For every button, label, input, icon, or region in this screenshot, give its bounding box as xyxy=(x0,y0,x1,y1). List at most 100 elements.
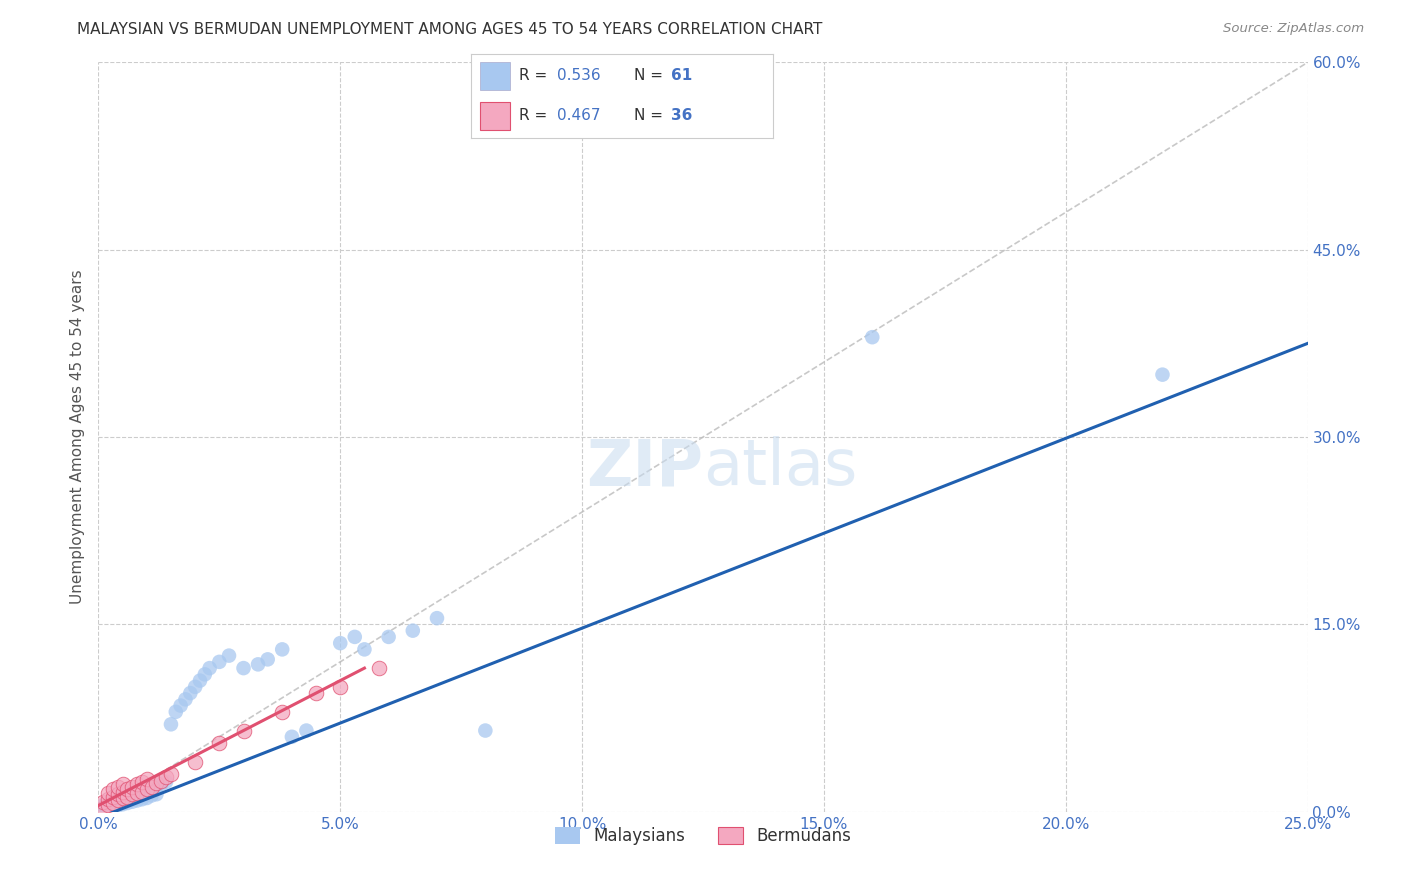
Bermudans xyxy=(117,789,139,804)
Malaysians xyxy=(91,802,114,816)
Bermudans xyxy=(271,705,294,719)
Malaysians xyxy=(145,787,167,801)
Malaysians xyxy=(135,785,157,799)
Bermudans xyxy=(131,774,153,789)
Text: Source: ZipAtlas.com: Source: ZipAtlas.com xyxy=(1223,22,1364,36)
Malaysians xyxy=(117,796,139,810)
Bermudans xyxy=(97,798,120,813)
Malaysians xyxy=(121,786,143,800)
Bermudans xyxy=(155,770,177,784)
Bermudans xyxy=(111,777,134,791)
Malaysians xyxy=(117,793,139,807)
Bermudans xyxy=(135,782,157,797)
Malaysians xyxy=(256,652,278,666)
Bermudans xyxy=(305,686,328,700)
Malaysians xyxy=(188,673,211,688)
Malaysians xyxy=(208,655,231,669)
Malaysians xyxy=(329,636,352,650)
Bermudans xyxy=(127,777,149,791)
Malaysians xyxy=(155,774,177,789)
Malaysians xyxy=(111,797,134,812)
Malaysians xyxy=(111,787,134,801)
Text: N =: N = xyxy=(634,108,668,123)
Malaysians xyxy=(111,795,134,809)
Bermudans xyxy=(111,785,134,799)
Y-axis label: Unemployment Among Ages 45 to 54 years: Unemployment Among Ages 45 to 54 years xyxy=(69,269,84,605)
Malaysians xyxy=(131,792,153,806)
Malaysians xyxy=(91,798,114,813)
Bermudans xyxy=(208,736,231,750)
Bermudans xyxy=(145,776,167,790)
Malaysians xyxy=(247,657,270,672)
Malaysians xyxy=(107,798,129,813)
Malaysians xyxy=(295,723,318,738)
Text: 0.536: 0.536 xyxy=(557,69,600,84)
Bermudans xyxy=(160,767,183,781)
Malaysians xyxy=(121,795,143,809)
Malaysians xyxy=(198,661,221,675)
Text: R =: R = xyxy=(519,69,553,84)
Malaysians xyxy=(117,789,139,803)
Bermudans xyxy=(111,791,134,805)
Malaysians xyxy=(194,667,217,681)
Bermudans xyxy=(131,785,153,799)
FancyBboxPatch shape xyxy=(479,62,510,90)
Malaysians xyxy=(127,789,149,804)
Bermudans xyxy=(232,723,254,738)
Bermudans xyxy=(127,786,149,800)
Bermudans xyxy=(91,795,114,809)
Malaysians xyxy=(97,801,120,815)
Malaysians xyxy=(107,796,129,810)
FancyBboxPatch shape xyxy=(479,102,510,130)
Bermudans xyxy=(135,772,157,787)
Malaysians xyxy=(127,793,149,807)
Malaysians xyxy=(343,630,366,644)
Bermudans xyxy=(91,801,114,815)
Bermudans xyxy=(97,786,120,800)
Bermudans xyxy=(117,782,139,797)
Malaysians xyxy=(97,795,120,809)
Bermudans xyxy=(107,793,129,807)
Malaysians xyxy=(1152,368,1174,382)
Malaysians xyxy=(107,792,129,806)
Text: ZIP: ZIP xyxy=(586,436,703,498)
Bermudans xyxy=(101,789,124,804)
Bermudans xyxy=(101,796,124,810)
Malaysians xyxy=(141,782,163,797)
Malaysians xyxy=(97,797,120,812)
Bermudans xyxy=(150,773,173,788)
Bermudans xyxy=(121,780,143,794)
Text: atlas: atlas xyxy=(703,436,858,498)
Malaysians xyxy=(145,780,167,794)
Malaysians xyxy=(281,730,304,744)
Malaysians xyxy=(218,648,240,663)
Malaysians xyxy=(135,791,157,805)
Malaysians xyxy=(184,680,207,694)
Text: N =: N = xyxy=(634,69,668,84)
Malaysians xyxy=(101,799,124,814)
Malaysians xyxy=(860,330,883,344)
Malaysians xyxy=(169,698,191,713)
Malaysians xyxy=(111,791,134,805)
Bermudans xyxy=(107,787,129,801)
Bermudans xyxy=(97,792,120,806)
Malaysians xyxy=(474,723,496,738)
Malaysians xyxy=(101,797,124,812)
Malaysians xyxy=(101,789,124,804)
Malaysians xyxy=(160,717,183,731)
Legend: Malaysians, Bermudans: Malaysians, Bermudans xyxy=(548,821,858,852)
Text: R =: R = xyxy=(519,108,553,123)
Malaysians xyxy=(377,630,399,644)
Malaysians xyxy=(179,686,201,700)
Malaysians xyxy=(165,705,187,719)
Malaysians xyxy=(150,777,173,791)
Malaysians xyxy=(131,787,153,801)
Text: 0.467: 0.467 xyxy=(557,108,600,123)
Malaysians xyxy=(101,793,124,807)
Bermudans xyxy=(141,780,163,794)
Malaysians xyxy=(174,692,197,706)
Malaysians xyxy=(232,661,254,675)
Bermudans xyxy=(368,661,391,675)
Bermudans xyxy=(121,787,143,801)
Malaysians xyxy=(121,791,143,805)
